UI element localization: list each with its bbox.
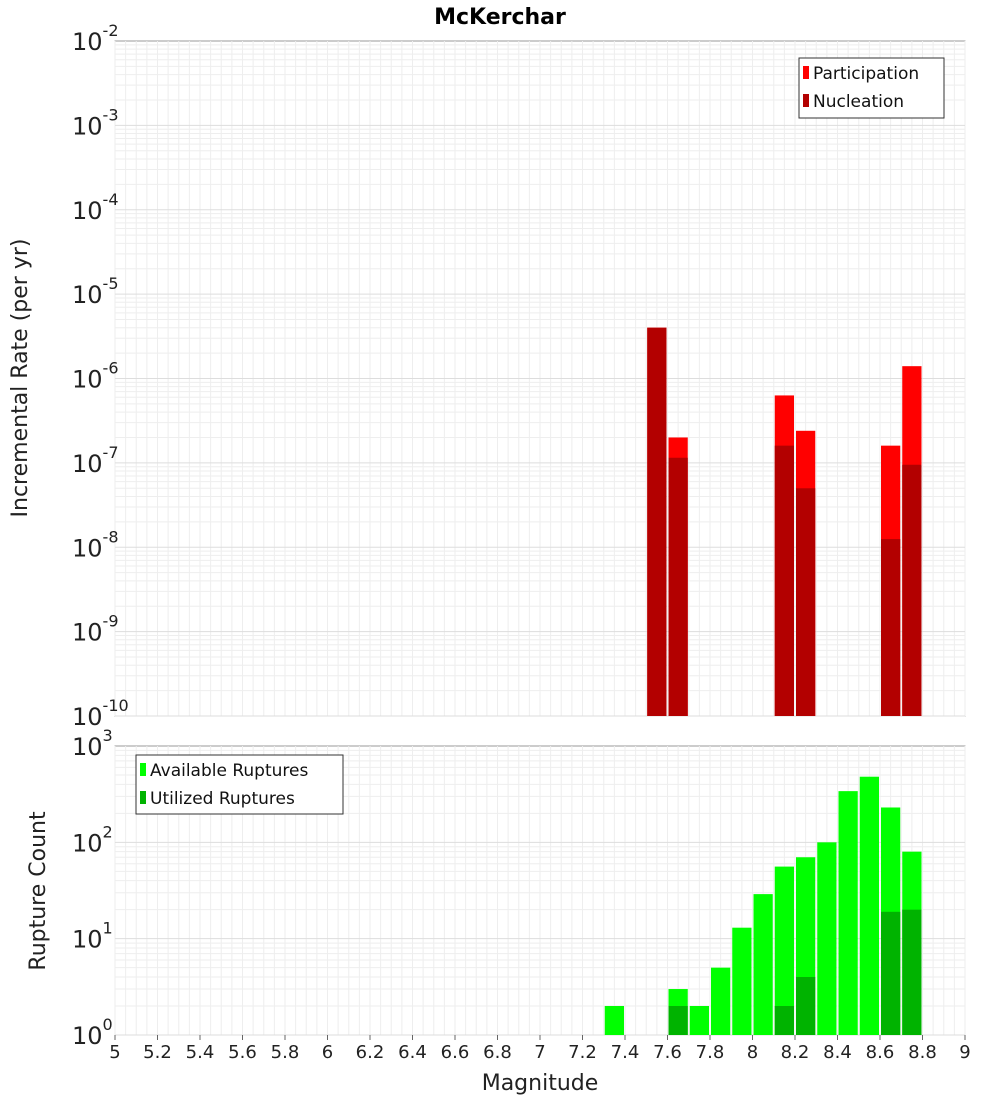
x-tick-label: 6 [322,1042,333,1063]
rate-grid [114,41,966,717]
x-tick-label: 8.6 [866,1042,895,1063]
count-secondary-bar [796,977,816,1035]
rate-panel: 10-10 10-9 10-8 10-7 10-6 10-5 10-4 10-3 10-2 In… [8,21,966,731]
x-tick-label: 6.4 [398,1042,427,1063]
x-axis-label: Magnitude [482,1071,599,1096]
x-tick-label: 7.4 [611,1042,640,1063]
nucleation-legend-label: Nucleation [813,92,904,112]
x-tick-label: 7.6 [653,1042,682,1063]
magnitude-x-ticks: 5 5.2 5.4 5.6 5.8 6 6.2 6.4 6.6 6.8 7 7.2 7.4 7.6 7.8 8… [109,1035,971,1063]
count-primary-bar [817,842,837,1035]
count-legend: Available Ruptures Utilized Ruptures [135,754,344,815]
rate-secondary-bar [902,464,922,716]
x-tick-label: 5.4 [186,1042,215,1063]
y-tick-label: 10-3 [72,105,119,140]
count-legend-box [135,754,344,815]
y-tick-label: 100 [72,1015,113,1050]
x-tick-label: 6.8 [483,1042,512,1063]
count-grid [114,746,966,1036]
count-primary-bar [774,866,794,1035]
available-legend-label: Available Ruptures [150,761,308,781]
participation-legend-swatch [803,66,809,79]
x-tick-label: 5.6 [228,1042,257,1063]
utilized-legend-swatch [140,791,146,804]
y-tick-label: 10-4 [72,190,119,225]
rate-bars [647,327,922,716]
available-legend-swatch [140,763,146,776]
y-tick-label: 10-5 [72,274,119,309]
y-tick-label: 10-9 [72,612,119,647]
rate-y-axis-label: Incremental Rate (per yr) [8,239,33,518]
x-tick-label: 8.2 [781,1042,810,1063]
x-tick-label: 8 [747,1042,758,1063]
x-tick-label: 7.2 [568,1042,597,1063]
x-tick-label: 8.4 [823,1042,852,1063]
count-primary-bar [859,776,879,1035]
x-tick-label: 5.8 [271,1042,300,1063]
rate-secondary-bar [668,457,688,716]
count-primary-bar [838,791,858,1035]
chart-title: McKerchar [434,5,566,30]
y-tick-label: 10-7 [72,443,119,478]
rate-secondary-bar [647,327,667,716]
participation-legend-label: Participation [813,64,919,84]
count-primary-bar [689,1006,709,1035]
x-tick-label: 6.6 [441,1042,470,1063]
count-secondary-bar [881,911,901,1035]
x-tick-label: 8.8 [908,1042,937,1063]
x-tick-label: 7.8 [696,1042,725,1063]
x-tick-label: 9 [959,1042,970,1063]
y-tick-label: 102 [72,822,113,857]
count-primary-bar [732,927,752,1035]
count-y-axis-label: Rupture Count [26,811,51,971]
x-tick-label: 5.2 [143,1042,172,1063]
count-primary-bar [604,1006,624,1035]
y-tick-label: 10-6 [72,359,119,394]
count-secondary-bar [668,1006,688,1035]
rate-legend: Participation Nucleation [798,57,945,119]
y-tick-label: 10-10 [72,696,129,731]
utilized-legend-label: Utilized Ruptures [150,789,295,809]
rate-legend-box [798,57,945,119]
count-panel: 100 101 102 103 Rupture Count Available Rup… [26,726,971,1096]
count-primary-bar [753,894,773,1035]
y-tick-label: 101 [72,919,113,954]
rate-secondary-bar [881,539,901,716]
x-tick-label: 5 [109,1042,120,1063]
count-secondary-bar [902,909,922,1035]
x-tick-label: 6.2 [356,1042,385,1063]
count-primary-bar [711,967,731,1035]
nucleation-legend-swatch [803,94,809,107]
x-tick-label: 7 [534,1042,545,1063]
count-secondary-bar [774,1006,794,1035]
count-y-ticks: 100 101 102 103 [72,726,113,1050]
count-bars [604,776,922,1035]
y-tick-label: 10-2 [72,21,119,56]
y-tick-label: 10-8 [72,527,119,562]
rate-secondary-bar [796,488,816,716]
y-tick-label: 103 [72,726,113,761]
rate-secondary-bar [774,445,794,716]
